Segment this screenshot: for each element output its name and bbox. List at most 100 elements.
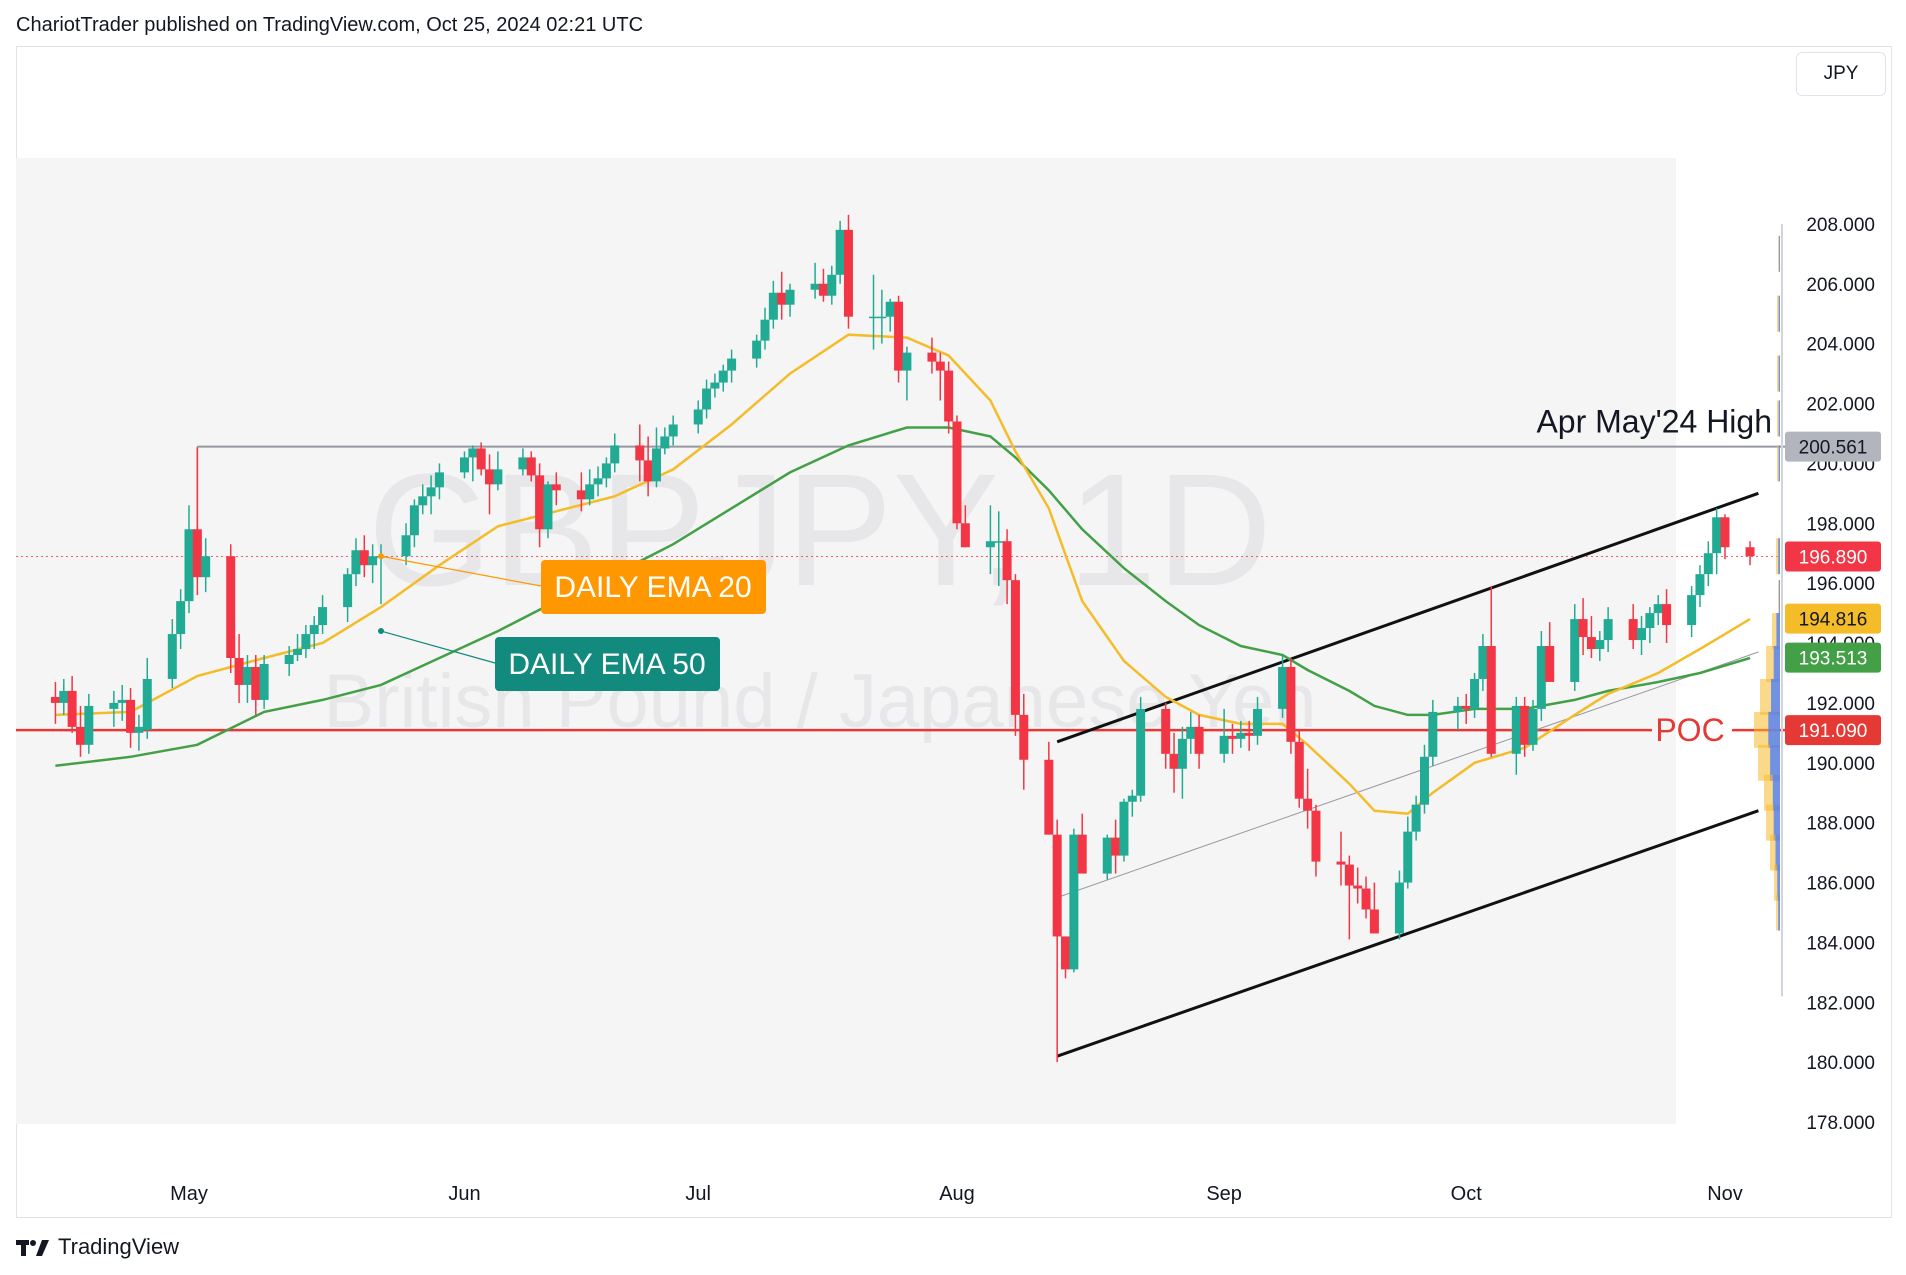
candle[interactable] bbox=[418, 484, 428, 515]
candle[interactable] bbox=[518, 448, 528, 476]
candle[interactable] bbox=[1528, 699, 1538, 751]
candle[interactable] bbox=[1712, 508, 1722, 575]
candle[interactable] bbox=[535, 463, 545, 548]
candle[interactable] bbox=[476, 442, 486, 476]
candle[interactable] bbox=[293, 634, 303, 661]
candle[interactable] bbox=[1303, 768, 1313, 829]
candle[interactable] bbox=[1353, 867, 1363, 904]
candle[interactable] bbox=[1336, 831, 1346, 886]
candle[interactable] bbox=[610, 433, 620, 473]
candle[interactable] bbox=[401, 523, 411, 566]
candle[interactable] bbox=[1069, 828, 1079, 973]
candle[interactable] bbox=[426, 475, 436, 515]
candle[interactable] bbox=[1470, 672, 1480, 718]
candle[interactable] bbox=[1344, 855, 1354, 940]
candle[interactable] bbox=[785, 283, 795, 317]
candle[interactable] bbox=[752, 334, 762, 368]
candle[interactable] bbox=[1411, 795, 1421, 841]
candle[interactable] bbox=[1653, 595, 1663, 626]
candle[interactable] bbox=[1369, 882, 1379, 934]
candle[interactable] bbox=[651, 427, 661, 488]
candle[interactable] bbox=[318, 595, 328, 635]
candle[interactable] bbox=[117, 684, 127, 721]
candle[interactable] bbox=[1695, 565, 1705, 608]
candle[interactable] bbox=[493, 451, 503, 491]
candle[interactable] bbox=[927, 337, 937, 374]
candle[interactable] bbox=[718, 364, 728, 392]
candle[interactable] bbox=[935, 352, 945, 401]
candle[interactable] bbox=[760, 307, 770, 350]
candle[interactable] bbox=[593, 466, 603, 497]
candle[interactable] bbox=[368, 544, 378, 584]
candle[interactable] bbox=[1236, 720, 1246, 748]
candle[interactable] bbox=[142, 658, 152, 739]
candle[interactable] bbox=[660, 427, 670, 455]
candle[interactable] bbox=[1586, 616, 1596, 658]
candle[interactable] bbox=[1102, 834, 1112, 880]
candle[interactable] bbox=[1461, 693, 1471, 724]
ema20-line[interactable] bbox=[55, 333, 1751, 815]
candle[interactable] bbox=[1127, 789, 1137, 817]
candle[interactable] bbox=[1520, 696, 1530, 757]
candle[interactable] bbox=[843, 214, 853, 329]
candle[interactable] bbox=[1536, 631, 1546, 721]
candle[interactable] bbox=[1662, 589, 1672, 644]
candle[interactable] bbox=[192, 448, 202, 596]
candle[interactable] bbox=[885, 298, 895, 332]
candle[interactable] bbox=[768, 280, 778, 329]
ema20-callout-box[interactable] bbox=[541, 560, 766, 614]
candle[interactable] bbox=[869, 274, 879, 350]
candle[interactable] bbox=[1019, 693, 1029, 790]
candle[interactable] bbox=[301, 625, 311, 658]
candle[interactable] bbox=[827, 265, 837, 305]
candle[interactable] bbox=[1453, 696, 1463, 730]
candle[interactable] bbox=[1161, 702, 1171, 769]
candle[interactable] bbox=[67, 675, 77, 733]
candle[interactable] bbox=[201, 538, 211, 593]
candle[interactable] bbox=[1253, 696, 1263, 745]
candle[interactable] bbox=[894, 295, 904, 383]
candle[interactable] bbox=[309, 616, 319, 650]
candle[interactable] bbox=[526, 451, 536, 482]
candle[interactable] bbox=[1478, 634, 1488, 691]
candle[interactable] bbox=[702, 379, 712, 419]
candle[interactable] bbox=[902, 346, 912, 401]
candle[interactable] bbox=[944, 361, 954, 434]
candle[interactable] bbox=[1136, 696, 1146, 802]
candle[interactable] bbox=[1703, 541, 1713, 587]
candle[interactable] bbox=[251, 655, 261, 715]
candle[interactable] bbox=[1428, 699, 1438, 766]
candle[interactable] bbox=[1010, 574, 1020, 736]
candle[interactable] bbox=[668, 415, 678, 446]
candle[interactable] bbox=[576, 472, 586, 512]
candle[interactable] bbox=[226, 544, 236, 673]
candle[interactable] bbox=[1186, 711, 1196, 754]
candle[interactable] bbox=[835, 220, 845, 284]
candle[interactable] bbox=[1720, 514, 1730, 560]
candle[interactable] bbox=[1194, 714, 1204, 769]
candle[interactable] bbox=[242, 655, 252, 703]
candle[interactable] bbox=[818, 268, 828, 302]
candle[interactable] bbox=[1361, 876, 1371, 919]
candle[interactable] bbox=[1294, 729, 1304, 808]
candle[interactable] bbox=[1578, 598, 1588, 656]
candle[interactable] bbox=[351, 538, 361, 587]
candle[interactable] bbox=[1244, 720, 1254, 751]
candle[interactable] bbox=[585, 469, 595, 506]
candle[interactable] bbox=[1419, 744, 1429, 814]
candle[interactable] bbox=[167, 619, 177, 688]
candle[interactable] bbox=[1511, 696, 1521, 775]
candle[interactable] bbox=[468, 445, 478, 482]
candle[interactable] bbox=[84, 693, 94, 754]
candle[interactable] bbox=[1286, 658, 1296, 754]
candle[interactable] bbox=[710, 373, 720, 398]
candle[interactable] bbox=[434, 463, 444, 500]
candle[interactable] bbox=[1394, 870, 1404, 940]
candle[interactable] bbox=[877, 289, 887, 344]
candle[interactable] bbox=[1111, 819, 1121, 874]
candle[interactable] bbox=[543, 481, 553, 539]
candle[interactable] bbox=[1119, 798, 1129, 862]
candle[interactable] bbox=[134, 714, 144, 751]
candle[interactable] bbox=[1061, 936, 1071, 979]
candle[interactable] bbox=[1169, 732, 1179, 793]
